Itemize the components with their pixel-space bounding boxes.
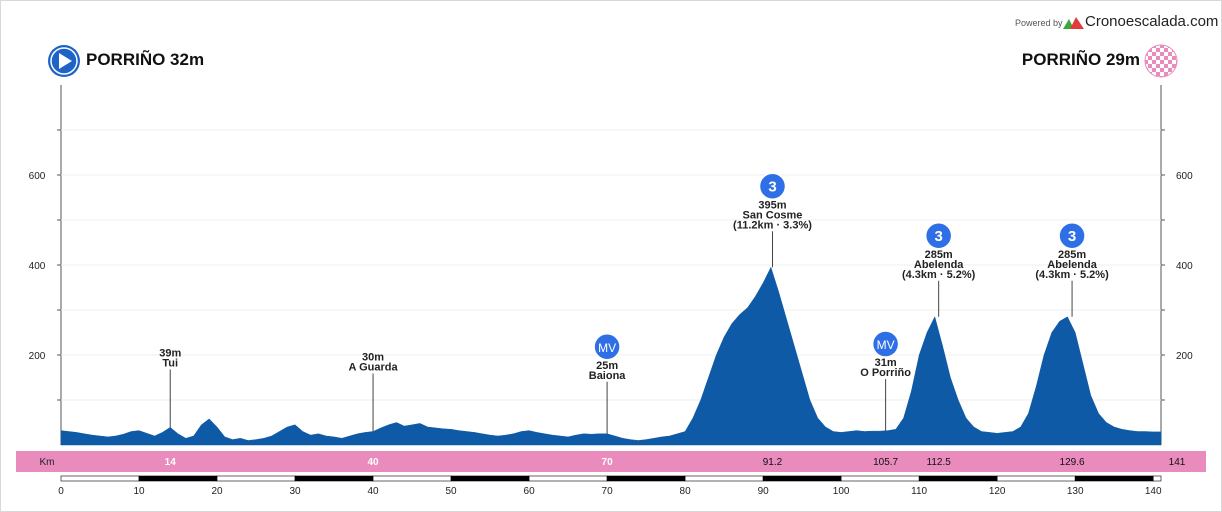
category-badge bbox=[758, 172, 787, 200]
km-band-mark: 105.7 bbox=[873, 457, 898, 468]
scale-segment bbox=[918, 475, 998, 482]
x-tick-label: 60 bbox=[524, 486, 536, 497]
waypoint-name: O Porriño bbox=[860, 367, 911, 379]
category-badge bbox=[1058, 222, 1086, 250]
waypoint-name: San Cosme bbox=[743, 209, 803, 221]
finish-flag-icon bbox=[1144, 44, 1178, 78]
waypoint-name: A Guarda bbox=[349, 362, 399, 374]
x-tick-label: 0 bbox=[58, 486, 64, 497]
y-tick-label-left: 200 bbox=[29, 351, 46, 362]
km-band-mark: 70 bbox=[602, 457, 614, 468]
km-band-label: Km bbox=[40, 457, 55, 468]
scale-segment bbox=[138, 475, 218, 482]
km-band-mark: 112.5 bbox=[927, 457, 952, 468]
waypoint-altitude: 285m bbox=[925, 249, 953, 261]
km-band-mark: 91.2 bbox=[763, 457, 783, 468]
waypoint-altitude: 39m bbox=[159, 347, 181, 359]
km-band-mark: 40 bbox=[367, 457, 379, 468]
km-band-mark: 14 bbox=[165, 457, 177, 468]
category-badge-label: MV bbox=[598, 341, 616, 355]
category-badge bbox=[924, 222, 953, 250]
scale-segment bbox=[450, 475, 530, 482]
start-flag-icon bbox=[48, 45, 80, 77]
y-tick-label-right: 200 bbox=[1176, 351, 1193, 362]
finish-location: PORRIÑO 29m bbox=[1021, 50, 1140, 69]
category-badge bbox=[871, 330, 900, 358]
x-tick-label: 130 bbox=[1067, 486, 1084, 497]
waypoint-name: Tui bbox=[162, 357, 178, 369]
waypoint-climb-detail: (4.3km · 5.2%) bbox=[902, 269, 976, 281]
scale-segment bbox=[840, 475, 920, 482]
x-tick-label: 80 bbox=[680, 486, 692, 497]
x-tick-label: 30 bbox=[289, 486, 301, 497]
scale-segment bbox=[294, 475, 374, 482]
x-tick-label: 90 bbox=[758, 486, 770, 497]
brand-name[interactable]: Cronoescalada.com bbox=[1085, 13, 1219, 30]
waypoint-name: Baiona bbox=[589, 370, 627, 382]
scale-segment bbox=[762, 475, 842, 482]
scale-segment bbox=[606, 475, 686, 482]
waypoint-altitude: 25m bbox=[596, 360, 618, 372]
scale-segment bbox=[528, 475, 608, 482]
scale-segment bbox=[60, 475, 140, 482]
category-badge-label: MV bbox=[877, 338, 895, 352]
km-band-mark: 129.6 bbox=[1060, 457, 1085, 468]
scale-segment bbox=[1152, 475, 1162, 482]
waypoint-name: Abelenda bbox=[1047, 259, 1097, 271]
x-tick-label: 40 bbox=[367, 486, 379, 497]
km-band bbox=[16, 451, 1206, 472]
x-tick-label: 70 bbox=[602, 486, 614, 497]
waypoint-altitude: 285m bbox=[1058, 249, 1086, 261]
x-tick-label: 10 bbox=[133, 486, 145, 497]
y-tick-label-left: 600 bbox=[29, 171, 46, 182]
waypoint-climb-detail: (4.3km · 5.2%) bbox=[1035, 269, 1109, 281]
x-tick-label: 50 bbox=[446, 486, 458, 497]
category-badge-label: 3 bbox=[934, 228, 942, 245]
powered-by-label: Powered by bbox=[1015, 18, 1063, 28]
y-tick-label-right: 600 bbox=[1176, 171, 1193, 182]
category-badge-label: 3 bbox=[1068, 228, 1076, 245]
waypoint-climb-detail: (11.2km · 3.3%) bbox=[733, 219, 812, 231]
waypoint-altitude: 395m bbox=[758, 199, 786, 211]
y-tick-label-right: 400 bbox=[1176, 261, 1193, 272]
scale-segment bbox=[684, 475, 764, 482]
waypoint-name: Abelenda bbox=[914, 259, 964, 271]
scale-segment bbox=[1074, 475, 1154, 482]
scale-segment bbox=[372, 475, 452, 482]
category-badge-label: 3 bbox=[768, 178, 776, 195]
scale-segment bbox=[996, 475, 1076, 482]
waypoint-altitude: 31m bbox=[875, 357, 897, 369]
start-location: PORRIÑO 32m bbox=[86, 50, 205, 69]
x-tick-label: 120 bbox=[989, 486, 1006, 497]
category-badge bbox=[593, 333, 621, 361]
x-tick-label: 20 bbox=[211, 486, 223, 497]
x-tick-label: 140 bbox=[1145, 486, 1162, 497]
scale-segment bbox=[216, 475, 296, 482]
y-tick-label-left: 400 bbox=[29, 261, 46, 272]
km-band-mark: 141 bbox=[1169, 457, 1186, 468]
x-tick-label: 100 bbox=[833, 486, 850, 497]
x-tick-label: 110 bbox=[911, 486, 927, 497]
mountain-logo-icon bbox=[1063, 17, 1084, 29]
elevation-area bbox=[60, 266, 1162, 446]
waypoint-altitude: 30m bbox=[362, 352, 384, 364]
